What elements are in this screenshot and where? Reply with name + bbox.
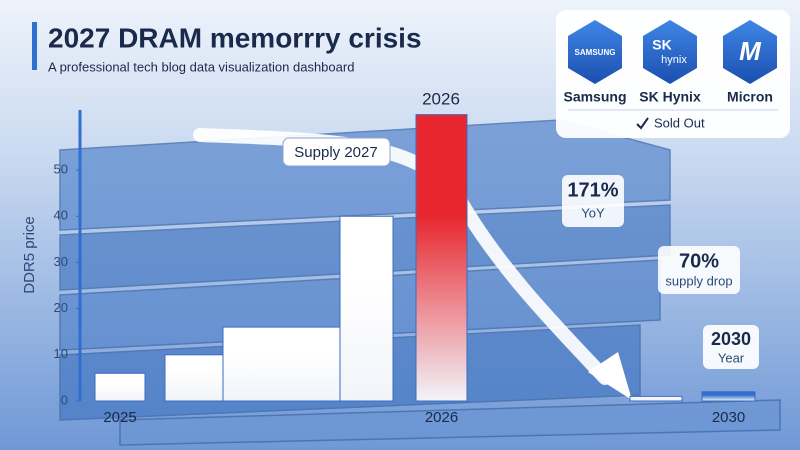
y-axis-label: DDR5 price bbox=[21, 216, 38, 294]
y-tick-label: 30 bbox=[54, 254, 68, 269]
y-tick-label: 40 bbox=[54, 208, 68, 223]
logo-text: SK bbox=[652, 37, 671, 53]
status: Sold Out bbox=[654, 115, 705, 130]
logo-text: hynix bbox=[661, 54, 687, 66]
bar bbox=[629, 395, 683, 402]
drop-value: 70% bbox=[679, 250, 719, 272]
end-label: Year bbox=[718, 350, 745, 365]
check-icon bbox=[636, 117, 649, 130]
maker-name: Samsung bbox=[563, 89, 626, 105]
subtitle: A professional tech blog data visualizat… bbox=[48, 59, 354, 74]
logo-hex bbox=[643, 20, 697, 84]
annotations: 2026 Supply 2027 171% YoY 70% supply dro… bbox=[282, 89, 759, 369]
bar bbox=[701, 391, 756, 402]
callout-box bbox=[282, 137, 391, 167]
supply-label: Supply 2027 bbox=[294, 144, 377, 161]
bar bbox=[94, 372, 146, 402]
title: 2027 DRAM memorrry crisis bbox=[48, 22, 422, 53]
y-tick-label: 20 bbox=[54, 300, 68, 315]
y-tick-label: 0 bbox=[61, 392, 68, 407]
logo-text: M bbox=[739, 36, 762, 66]
y-tick-label: 50 bbox=[54, 161, 68, 176]
peak-label: 2026 bbox=[422, 89, 460, 108]
x-tick-label: 2025 bbox=[103, 409, 136, 426]
maker-panel: SAMSUNG SK hynix M Samsung SK Hynix Micr… bbox=[556, 10, 790, 138]
bar bbox=[339, 215, 394, 402]
logo-text: SAMSUNG bbox=[575, 48, 616, 57]
title-accent bbox=[32, 22, 37, 70]
y-tick-label: 10 bbox=[54, 346, 68, 361]
yoy-label: YoY bbox=[581, 205, 605, 220]
bar bbox=[164, 354, 224, 402]
logo-hex bbox=[723, 20, 777, 84]
logo-hex bbox=[568, 20, 622, 84]
callout-box bbox=[562, 175, 624, 227]
drop-label: supply drop bbox=[665, 273, 732, 288]
maker-name: SK Hynix bbox=[639, 89, 701, 105]
x-tick-label: 2026 bbox=[425, 409, 458, 426]
bar bbox=[415, 114, 468, 402]
yoy-value: 171% bbox=[567, 179, 618, 201]
callout-box bbox=[703, 325, 759, 369]
callout-box bbox=[658, 246, 740, 294]
bar bbox=[222, 326, 341, 402]
x-tick-label: 2030 bbox=[712, 409, 745, 426]
arrow-head bbox=[588, 352, 632, 400]
end-value: 2030 bbox=[711, 329, 751, 349]
maker-name: Micron bbox=[727, 89, 773, 105]
